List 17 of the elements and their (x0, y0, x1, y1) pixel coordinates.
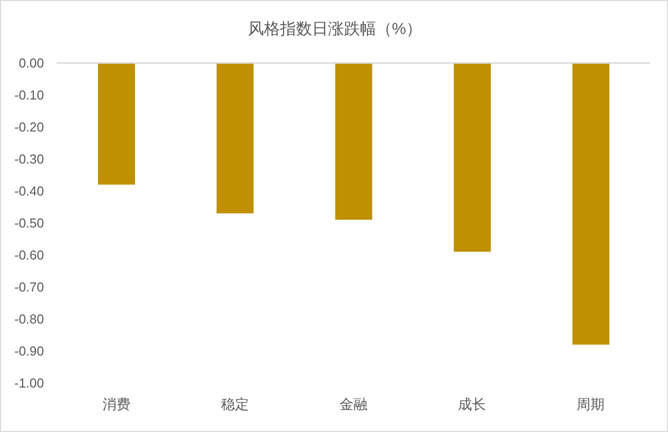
chart-title: 风格指数日涨跌幅（%） (246, 20, 424, 40)
x-tick-label: 稳定 (220, 396, 249, 412)
y-tick-label: -0.40 (14, 184, 44, 199)
y-tick-label: -0.30 (14, 152, 44, 167)
y-tick-label: -0.70 (14, 280, 44, 295)
x-tick-label: 金融 (340, 396, 368, 412)
x-tick-label: 成长 (458, 396, 486, 412)
y-tick-label: -0.20 (14, 120, 44, 135)
x-tick-label: 消费 (102, 396, 130, 412)
y-tick-label: -0.80 (14, 312, 44, 327)
y-tick-label: -0.50 (14, 216, 44, 231)
x-tick-label: 周期 (576, 396, 605, 412)
y-tick-label: -0.90 (14, 344, 44, 359)
y-tick-label: -1.00 (14, 376, 44, 391)
y-tick-label: -0.10 (14, 88, 44, 103)
y-tick-label: 0.00 (18, 56, 44, 71)
y-tick-label: -0.60 (14, 248, 44, 263)
